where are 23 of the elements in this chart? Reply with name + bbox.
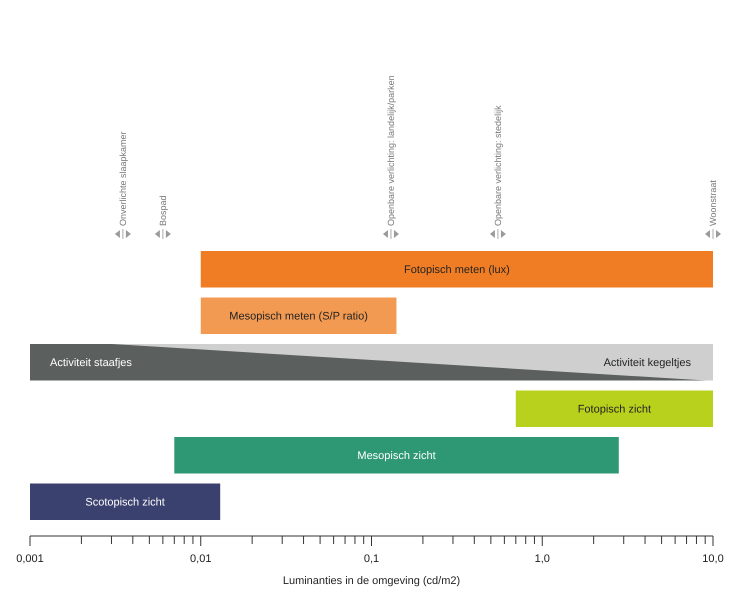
bar	[174, 437, 619, 474]
bar	[200, 251, 713, 288]
ref-line-label: Openbare verlichting: landelijk/parken	[386, 75, 396, 226]
x-tick-label: 0,01	[190, 553, 212, 565]
ref-line-label: Onverlichte slaapkamer	[118, 131, 128, 226]
ref-line-label: Openbare verlichting: stedelijk	[492, 104, 503, 226]
annotation: Activiteit kegeltjes	[604, 357, 692, 370]
x-axis-title: Luminanties in de omgeving (cd/m2)	[282, 575, 460, 587]
x-tick-label: 0,001	[16, 553, 44, 565]
x-tick-label: 0,1	[364, 553, 380, 565]
bar	[30, 484, 220, 520]
bar	[200, 298, 396, 334]
annotation: Mesopisch meten (S/P ratio)	[229, 310, 368, 323]
ref-line-label: Woonstraat	[708, 180, 718, 226]
x-tick-label: 1,0	[534, 553, 550, 565]
x-tick-label: 10,0	[702, 553, 724, 565]
annotation: Mesopisch zicht	[357, 450, 436, 462]
annotation: Activiteit staafjes	[50, 357, 132, 370]
ref-line-label: Bospad	[158, 195, 168, 226]
annotation: Fotopisch zicht	[578, 404, 652, 416]
annotation: Fotopisch meten (lux)	[404, 264, 510, 276]
bar	[516, 390, 713, 427]
annotation: Scotopisch zicht	[85, 496, 165, 509]
